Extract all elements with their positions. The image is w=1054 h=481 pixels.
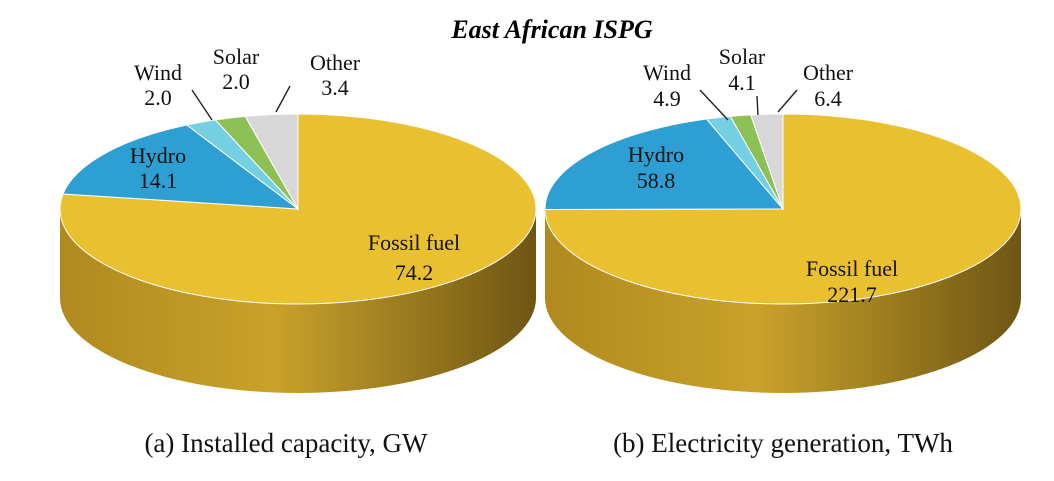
label-value-hydro: 14.1	[139, 168, 178, 193]
slice-fossil-fuel	[544, 113, 1022, 305]
caption-installed-capacity: (a) Installed capacity, GW	[144, 428, 428, 458]
label-value-fossil-fuel: 221.7	[827, 282, 877, 307]
label-name-hydro: Hydro	[628, 142, 684, 167]
pie-side-wall	[545, 209, 1021, 393]
label-value-wind: 4.9	[653, 86, 681, 111]
label-name-wind: Wind	[643, 60, 691, 85]
slice-other	[244, 113, 299, 211]
label-name-fossil-fuel: Fossil fuel	[806, 256, 898, 281]
leader-line-wind	[699, 89, 729, 121]
pie-side-wall	[60, 209, 536, 393]
label-name-solar: Solar	[213, 44, 260, 69]
label-name-other: Other	[310, 50, 361, 75]
label-name-wind: Wind	[134, 60, 182, 85]
slice-fossil-fuel	[59, 113, 537, 305]
leader-line-other	[275, 85, 291, 113]
label-name-fossil-fuel: Fossil fuel	[368, 230, 460, 255]
label-value-other: 3.4	[321, 75, 349, 100]
caption-electricity-generation: (b) Electricity generation, TWh	[613, 428, 953, 458]
label-value-other: 6.4	[814, 86, 842, 111]
label-name-other: Other	[803, 60, 854, 85]
label-name-solar: Solar	[719, 44, 766, 69]
pie-chart-installed-capacity: Fossil fuel74.2Hydro14.1Wind2.0Solar2.0O…	[59, 44, 537, 393]
label-value-solar: 4.1	[728, 70, 756, 95]
leader-line-wind	[191, 89, 213, 121]
label-value-hydro: 58.8	[637, 168, 676, 193]
label-value-fossil-fuel: 74.2	[395, 260, 434, 285]
label-name-hydro: Hydro	[130, 143, 186, 168]
leader-line-other	[777, 89, 798, 113]
label-value-solar: 2.0	[222, 69, 250, 94]
chart-title: East African ISPG	[450, 15, 653, 44]
slice-other	[750, 113, 784, 210]
slice-hydro	[544, 118, 785, 210]
leader-line-solar	[756, 95, 759, 116]
label-value-wind: 2.0	[144, 85, 172, 110]
slice-hydro	[62, 124, 300, 210]
